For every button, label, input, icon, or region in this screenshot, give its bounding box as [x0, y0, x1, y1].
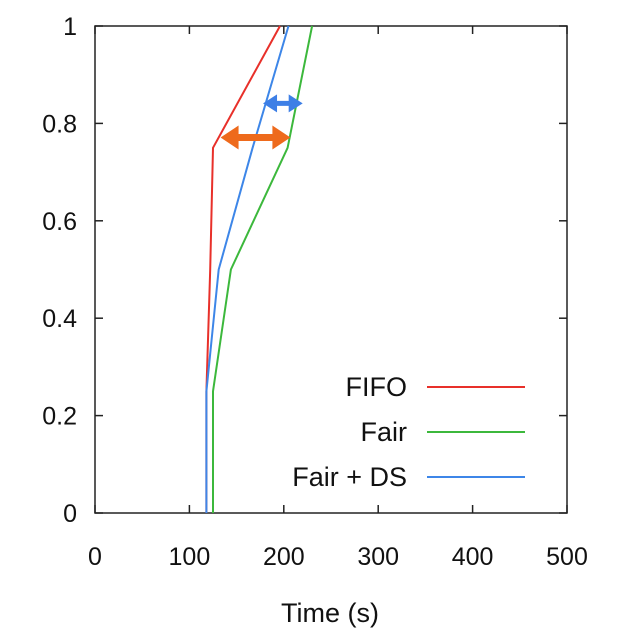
annotation-double-arrow [263, 94, 303, 113]
y-tick-label: 0.6 [42, 208, 77, 236]
series-line-fair [212, 25, 314, 513]
y-tick-label: 1 [63, 13, 77, 41]
y-tick-label: 0.2 [42, 403, 77, 431]
arrow-head-right [288, 94, 303, 113]
y-axis-ticks: 0 0.2 0.4 0.6 0.8 1 [42, 13, 567, 528]
series-lines [205, 25, 314, 513]
legend: FIFO Fair Fair + DS [292, 372, 525, 492]
y-tick-label: 0.8 [42, 110, 77, 138]
arrow-head-right [272, 125, 291, 150]
legend-label-fair-ds: Fair + DS [292, 462, 407, 492]
x-tick-label: 400 [452, 543, 494, 571]
series-line-fifo [205, 25, 281, 513]
legend-label-fifo: FIFO [346, 372, 408, 402]
series-line-fair-ds [205, 25, 290, 513]
x-tick-label: 500 [546, 543, 588, 571]
x-tick-label: 300 [357, 543, 399, 571]
x-tick-label: 200 [263, 543, 305, 571]
arrow-head-left [263, 94, 278, 113]
annotation-double-arrow [220, 125, 291, 150]
annotation-arrows [220, 94, 303, 150]
y-tick-label: 0 [63, 500, 77, 528]
plot-frame [94, 25, 568, 514]
x-tick-label: 0 [88, 543, 102, 571]
arrow-head-left [220, 125, 239, 150]
x-axis-title: Time (s) [281, 598, 379, 628]
x-axis-ticks: 0 100 200 300 400 500 [88, 26, 588, 571]
y-tick-label: 0.4 [42, 305, 77, 333]
x-tick-label: 100 [169, 543, 211, 571]
legend-label-fair: Fair [361, 417, 408, 447]
